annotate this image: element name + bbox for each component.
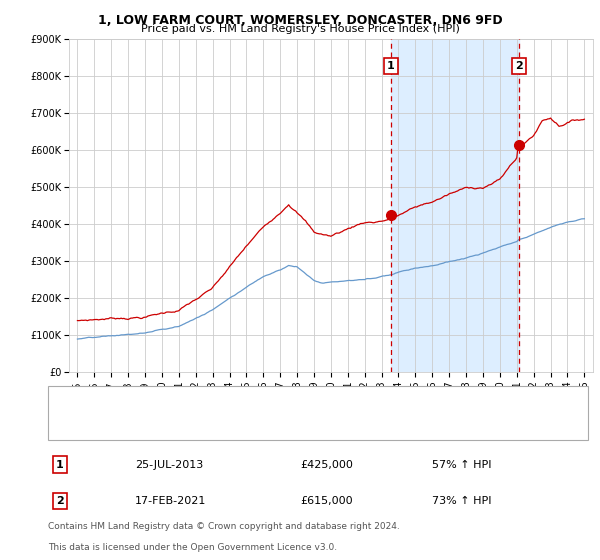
Text: Contains HM Land Registry data © Crown copyright and database right 2024.: Contains HM Land Registry data © Crown c… xyxy=(48,522,400,531)
Text: Price paid vs. HM Land Registry's House Price Index (HPI): Price paid vs. HM Land Registry's House … xyxy=(140,24,460,34)
Text: £425,000: £425,000 xyxy=(300,460,353,469)
Text: 17-FEB-2021: 17-FEB-2021 xyxy=(135,496,206,506)
Text: HPI: Average price, detached house, North Yorkshire: HPI: Average price, detached house, Nort… xyxy=(111,419,384,430)
Text: £615,000: £615,000 xyxy=(300,496,353,506)
Text: 1, LOW FARM COURT, WOMERSLEY, DONCASTER, DN6 9FD: 1, LOW FARM COURT, WOMERSLEY, DONCASTER,… xyxy=(98,14,502,27)
Text: 25-JUL-2013: 25-JUL-2013 xyxy=(135,460,203,469)
Text: 1, LOW FARM COURT, WOMERSLEY, DONCASTER, DN6 9FD (detached house): 1, LOW FARM COURT, WOMERSLEY, DONCASTER,… xyxy=(111,396,511,407)
Text: 1: 1 xyxy=(56,460,64,469)
Text: 2: 2 xyxy=(515,61,523,71)
Text: This data is licensed under the Open Government Licence v3.0.: This data is licensed under the Open Gov… xyxy=(48,543,337,552)
Text: 73% ↑ HPI: 73% ↑ HPI xyxy=(432,496,491,506)
Bar xyxy=(391,39,519,372)
Text: 1: 1 xyxy=(387,61,395,71)
Text: 2: 2 xyxy=(56,496,64,506)
Text: 57% ↑ HPI: 57% ↑ HPI xyxy=(432,460,491,469)
